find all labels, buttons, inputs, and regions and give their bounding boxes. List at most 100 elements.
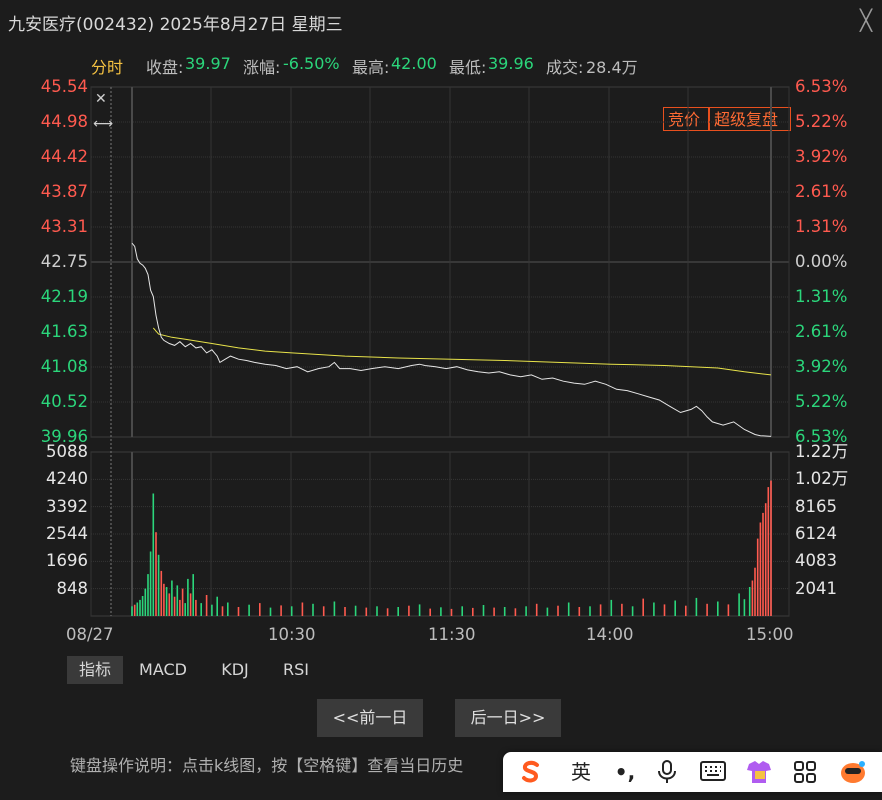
volume-bar xyxy=(248,604,250,616)
high-label: 最高: xyxy=(352,58,390,77)
volume-bar xyxy=(163,583,165,616)
volume-bar xyxy=(152,493,155,616)
prev-day-button[interactable]: <<前一日 xyxy=(317,699,423,737)
toolbox-grid-icon[interactable] xyxy=(787,752,823,792)
change-value: -6.50% xyxy=(283,54,340,73)
volume-tick-label-right: 8165 xyxy=(795,496,837,516)
volume-bar xyxy=(176,585,179,616)
volume-bar xyxy=(738,593,740,616)
volume-bar xyxy=(759,522,762,616)
percent-tick-label: 2.61% xyxy=(795,322,848,341)
high-value: 42.00 xyxy=(391,54,437,73)
percent-tick-label: 6.53% xyxy=(795,427,848,446)
keyboard-icon[interactable] xyxy=(695,752,731,792)
low-value: 39.96 xyxy=(488,54,534,73)
time-tick-label: 10:30 xyxy=(268,625,316,644)
volume-bar xyxy=(141,596,144,616)
price-tick-label: 44.42 xyxy=(40,147,88,166)
volume-bar xyxy=(386,608,389,616)
sogou-mascot-icon[interactable] xyxy=(833,752,873,792)
volume-bar xyxy=(706,603,708,616)
volume-bar xyxy=(211,604,213,616)
volume-tick-label-right: 2041 xyxy=(795,578,837,598)
volume-bar xyxy=(493,607,495,616)
volume-bar xyxy=(461,606,463,616)
super-replay-button[interactable]: 超级复盘 xyxy=(709,107,791,131)
volume-bar xyxy=(187,578,189,616)
volume-bar xyxy=(514,608,517,616)
volume-bar xyxy=(155,532,157,616)
volume-bar xyxy=(168,593,171,616)
average-price-line xyxy=(152,327,772,376)
tab-macd[interactable]: MACD xyxy=(139,660,187,679)
volume-tick-label-right: 6124 xyxy=(795,524,837,543)
tab-indicator[interactable]: 指标 xyxy=(67,656,123,684)
price-tick-label: 44.98 xyxy=(40,112,88,131)
price-tick-label: 42.75 xyxy=(40,252,88,271)
expand-arrows-icon[interactable]: ⟷ xyxy=(93,116,113,132)
volume-bar xyxy=(165,587,168,616)
volume-label: 成交: xyxy=(546,58,584,77)
volume-bar xyxy=(663,604,666,616)
tab-kdj[interactable]: KDJ xyxy=(221,660,249,679)
microphone-icon[interactable] xyxy=(649,752,685,792)
volume-bar xyxy=(621,603,623,616)
volume-bar xyxy=(136,602,139,616)
crosshair-close-icon[interactable]: ✕ xyxy=(95,91,107,107)
volume-tick-label: 848 xyxy=(56,578,89,598)
price-line xyxy=(131,242,772,437)
skin-shirt-icon[interactable] xyxy=(741,752,777,792)
auction-button[interactable]: 竞价 xyxy=(663,107,709,131)
volume-bar xyxy=(139,599,141,616)
volume-bar xyxy=(131,606,133,616)
window-title: 九安医疗(002432) 2025年8月27日 星期三 xyxy=(8,15,343,35)
volume-bar xyxy=(184,603,186,616)
volume-bar xyxy=(418,604,421,616)
price-tick-label: 41.08 xyxy=(40,357,88,376)
percent-tick-label: 1.31% xyxy=(795,217,848,236)
percent-tick-label: 6.53% xyxy=(795,77,848,96)
ime-toolbar: 英 •, xyxy=(503,752,882,792)
mode-label[interactable]: 分时 xyxy=(91,58,124,77)
volume-tick-label: 3392 xyxy=(46,496,88,516)
volume-bar xyxy=(205,595,208,616)
time-tick-label: 11:30 xyxy=(428,625,476,644)
price-tick-label: 39.96 xyxy=(40,427,88,446)
volume-bars xyxy=(131,480,772,616)
price-tick-label: 41.63 xyxy=(40,322,88,341)
volume-value: 28.4万 xyxy=(586,58,638,77)
volume-bar xyxy=(333,601,336,616)
volume-bar xyxy=(599,604,602,616)
change-label: 涨幅: xyxy=(243,58,281,77)
volume-bar xyxy=(503,607,506,616)
percent-tick-label: 5.22% xyxy=(795,112,848,131)
volume-bar xyxy=(743,599,746,616)
volume-tick-label: 5088 xyxy=(46,442,88,461)
close-icon[interactable]: ╳ xyxy=(859,8,873,32)
volume-bar xyxy=(578,607,581,616)
chart-grid xyxy=(90,86,790,617)
next-day-button[interactable]: 后一日>> xyxy=(455,699,561,737)
price-tick-label: 42.19 xyxy=(40,287,88,306)
volume-bar xyxy=(610,599,613,616)
punctuation-toggle[interactable]: •, xyxy=(614,760,636,784)
sogou-logo-icon[interactable] xyxy=(511,752,551,792)
volume-bar xyxy=(429,608,431,616)
volume-bar xyxy=(754,567,756,616)
volume-bar xyxy=(344,607,346,616)
volume-bar xyxy=(259,603,261,616)
ime-language-toggle[interactable]: 英 xyxy=(571,760,591,784)
volume-bar xyxy=(144,588,147,616)
percent-tick-label: 3.92% xyxy=(795,147,848,166)
percent-tick-label: 2.61% xyxy=(795,182,848,201)
volume-bar xyxy=(354,605,357,616)
volume-bar xyxy=(767,487,770,616)
tab-rsi[interactable]: RSI xyxy=(283,660,309,679)
volume-bar xyxy=(189,593,192,616)
time-tick-label: 08/27 xyxy=(66,625,114,644)
volume-bar xyxy=(727,604,730,616)
volume-bar xyxy=(557,605,559,616)
volume-bar xyxy=(181,588,184,616)
volume-bar xyxy=(322,606,325,616)
